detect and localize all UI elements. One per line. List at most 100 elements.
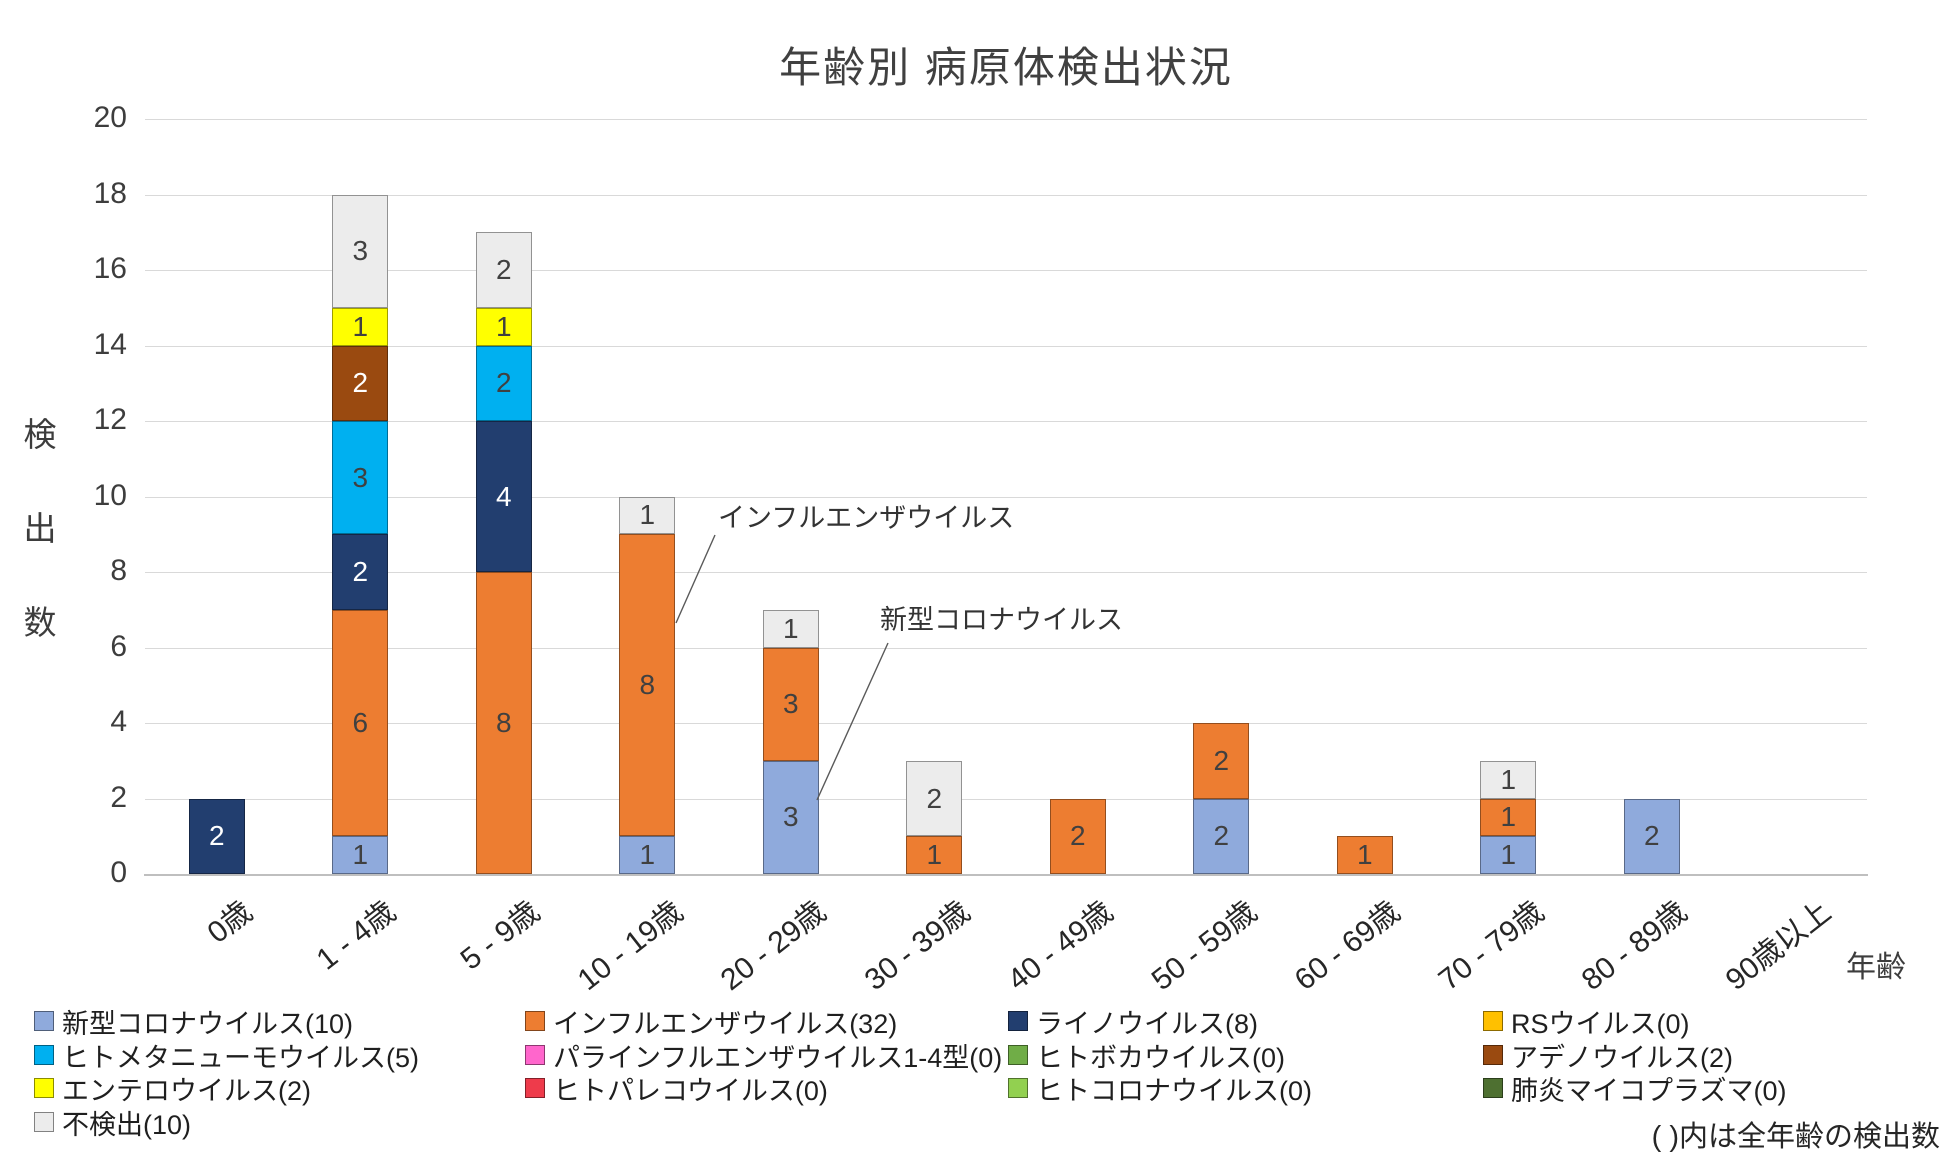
bar-segment: 2: [1623, 798, 1680, 874]
legend-color-swatch: [1483, 1011, 1503, 1031]
bar-value-label: 2: [1213, 744, 1230, 776]
bar-segment: 1: [1480, 836, 1537, 874]
y-tick-label: 4: [110, 705, 127, 738]
x-tick-label: 30 - 39歳: [858, 895, 977, 998]
bar-value-label: 1: [352, 310, 369, 342]
x-axis-line: [144, 874, 1868, 876]
x-tick-label: 50 - 59歳: [1145, 895, 1264, 998]
legend-item-label: アデノウイルス(2): [1511, 1042, 1733, 1073]
bar-segment: 2: [475, 232, 532, 308]
bar-value-label: 1: [1500, 801, 1517, 833]
legend-color-swatch: [1008, 1011, 1028, 1031]
bar-value-label: 2: [352, 556, 369, 587]
legend-item-label: ライノウイルス(8): [1036, 1008, 1258, 1039]
legend-color-swatch: [1008, 1078, 1028, 1098]
bar-segment: 2: [332, 534, 389, 610]
bar-value-label: 3: [782, 801, 799, 833]
bar-segment: 1: [906, 836, 963, 874]
bar-value-label: 1: [639, 499, 656, 531]
x-tick-label: 1 - 4歳: [310, 895, 403, 977]
gridline: [145, 798, 1867, 800]
bar-value-label: 2: [495, 367, 512, 399]
y-tick-label: 18: [93, 176, 127, 210]
legend-item: 新型コロナウイルス(10): [34, 1006, 353, 1039]
y-tick-label: 6: [110, 629, 127, 663]
gridline: [145, 572, 1867, 573]
legend-color-swatch: [1008, 1045, 1028, 1065]
y-axis-title-char: 数: [23, 604, 57, 641]
legend-item: ヒトボカウイルス(0): [1008, 1040, 1285, 1073]
gridline: [145, 723, 1867, 724]
x-tick-label: 60 - 69歳: [1289, 895, 1407, 998]
bar-value-label: 1: [926, 839, 943, 871]
y-axis-title-char: 検: [23, 416, 57, 453]
legend-item-label: ヒトパレコウイルス(0): [553, 1075, 828, 1106]
legend-item: ライノウイルス(8): [1008, 1006, 1258, 1039]
gridline: [145, 119, 1867, 120]
bar-value-label: 3: [782, 688, 799, 720]
legend-item-label: 不検出(10): [62, 1109, 192, 1140]
bar-segment: 2: [1193, 798, 1250, 874]
bar-value-label: 2: [1069, 820, 1086, 852]
legend-item-label: ヒトメタニューモウイルス(5): [62, 1042, 419, 1073]
legend-item: RSウイルス(0): [1483, 1006, 1690, 1039]
bar-value-label: 3: [352, 235, 369, 267]
bar-segment: 1: [619, 496, 676, 535]
bar-value-label: 6: [352, 707, 369, 738]
x-tick-label: 90歳以上: [1719, 895, 1838, 998]
bar-value-label: 8: [495, 707, 512, 738]
y-tick-label: 14: [93, 327, 127, 361]
bar-segment: 2: [188, 798, 245, 874]
legend-item: ヒトパレコウイルス(0): [525, 1073, 828, 1106]
legend-item-label: ヒトボカウイルス(0): [1036, 1042, 1285, 1073]
legend-item: インフルエンザウイルス(32): [525, 1006, 897, 1039]
y-tick-label: 10: [93, 478, 127, 512]
legend-item-label: RSウイルス(0): [1511, 1008, 1690, 1039]
annotation-leader-line: [675, 534, 716, 624]
legend-item: ヒトメタニューモウイルス(5): [34, 1040, 419, 1073]
bar-value-label: 1: [782, 612, 799, 644]
y-axis-title: 検出数: [16, 388, 64, 670]
gridline: [145, 345, 1867, 347]
legend-item: アデノウイルス(2): [1483, 1040, 1733, 1073]
legend-color-swatch: [34, 1011, 54, 1031]
bar-value-label: 2: [495, 254, 512, 285]
legend-color-swatch: [34, 1078, 54, 1098]
x-tick-label: 20 - 29歳: [715, 895, 833, 998]
legend-item-label: 肺炎マイコプラズマ(0): [1511, 1075, 1787, 1106]
bar-value-label: 2: [1213, 820, 1230, 852]
bar-segment: 2: [906, 760, 963, 837]
gridline: [145, 194, 1867, 196]
gridline: [145, 270, 1867, 271]
bar-value-label: 2: [1643, 820, 1660, 852]
legend-item-label: 新型コロナウイルス(10): [62, 1008, 354, 1039]
bar-segment: 1: [332, 307, 389, 346]
legend-note: ( )内は全年齢の検出数: [1651, 1121, 1940, 1153]
y-axis-title-char: 出: [23, 510, 57, 547]
annotation-leader-line: [816, 642, 889, 801]
annotation-text: 新型コロナウイルス: [880, 605, 1123, 635]
legend-item-label: パラインフルエンザウイルス1-4型(0): [553, 1042, 1003, 1073]
legend-color-swatch: [525, 1011, 545, 1031]
bar-segment: 3: [332, 194, 389, 308]
bar-segment: 8: [475, 572, 532, 874]
legend-item-label: インフルエンザウイルス(32): [553, 1008, 898, 1039]
bar-value-label: 8: [639, 669, 656, 701]
bar-segment: 1: [1336, 836, 1393, 874]
legend-color-swatch: [1483, 1045, 1503, 1065]
gridline: [145, 647, 1867, 649]
legend-item-label: エンテロウイルス(2): [62, 1075, 311, 1106]
x-tick-label: 5 - 9歳: [454, 895, 546, 977]
annotation-text: インフルエンザウイルス: [718, 503, 1015, 533]
bar-value-label: 4: [495, 480, 512, 512]
legend-color-swatch: [1483, 1078, 1503, 1098]
bar-value-label: 2: [208, 820, 225, 852]
legend-item: ヒトコロナウイルス(0): [1008, 1073, 1312, 1106]
bar-value-label: 2: [926, 782, 943, 814]
bar-value-label: 2: [352, 367, 369, 399]
bar-value-label: 1: [1356, 839, 1373, 871]
bar-segment: 2: [475, 345, 532, 421]
y-tick-label: 8: [110, 554, 127, 587]
x-tick-label: 80 - 89歳: [1576, 895, 1694, 998]
